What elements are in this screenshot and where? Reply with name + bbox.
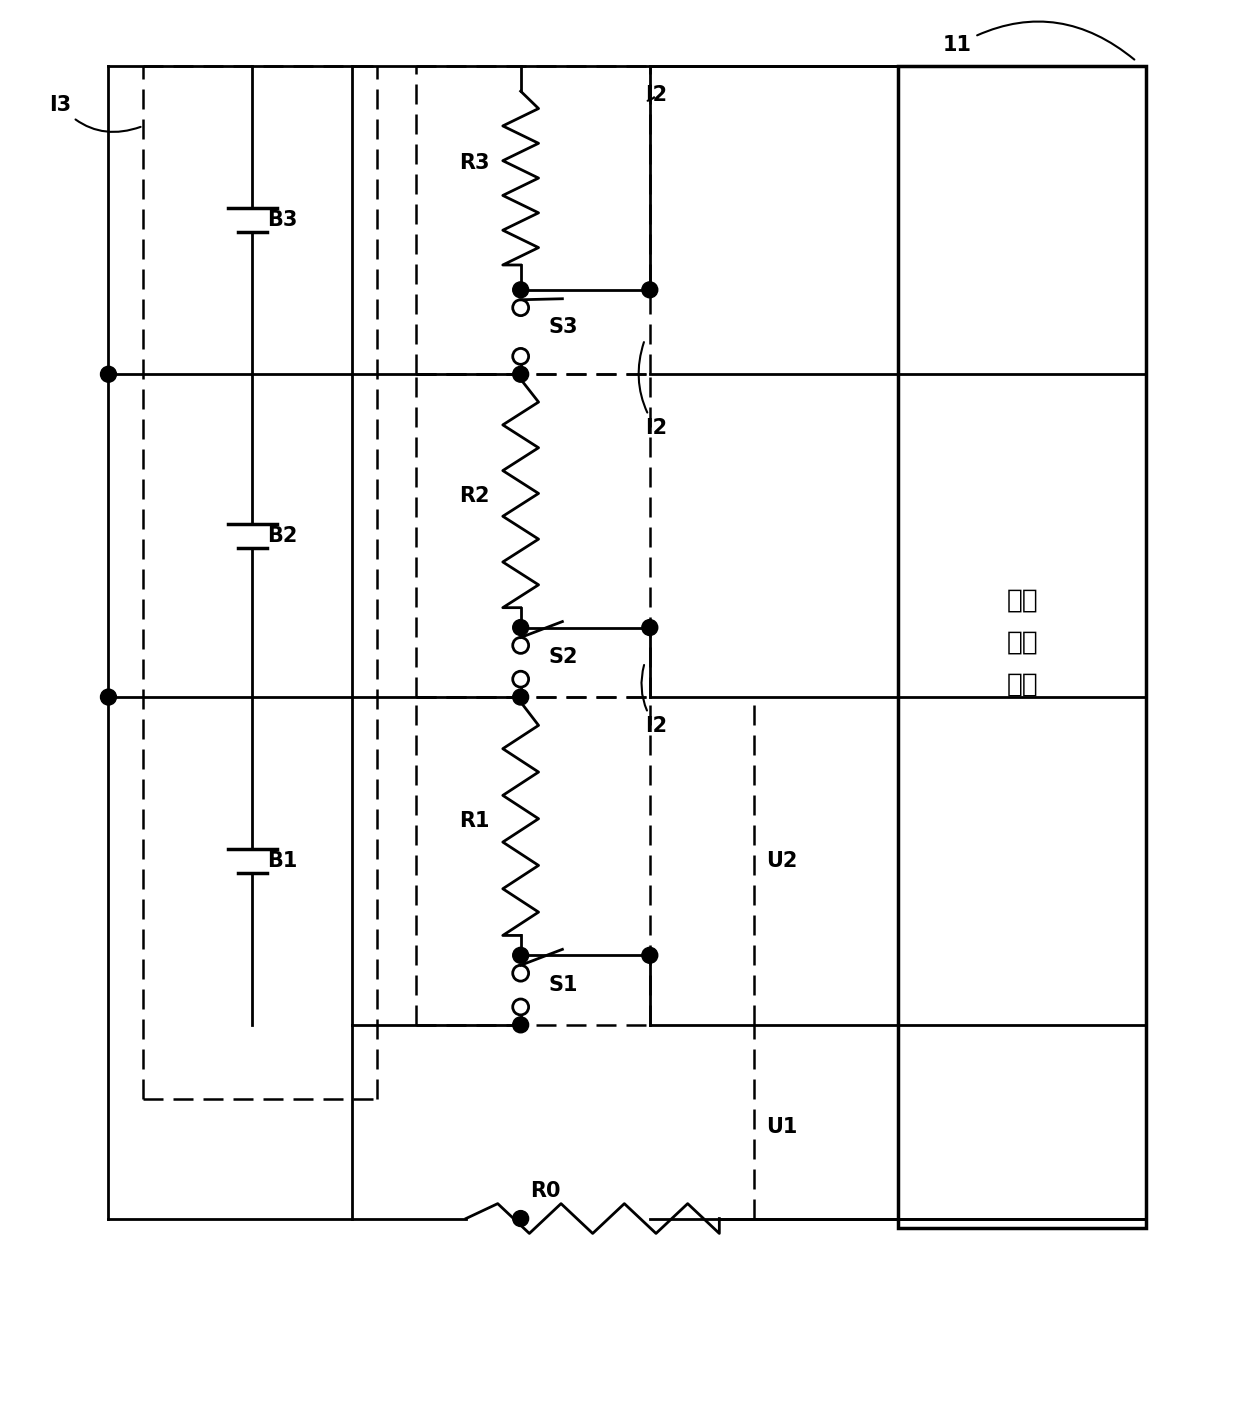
Text: I2: I2: [639, 342, 667, 438]
Text: I2: I2: [641, 665, 667, 736]
Circle shape: [642, 282, 657, 298]
Text: S1: S1: [548, 976, 578, 995]
Circle shape: [100, 689, 117, 705]
Text: U2: U2: [766, 851, 797, 871]
Circle shape: [512, 366, 528, 383]
Text: U1: U1: [766, 1117, 797, 1137]
Circle shape: [512, 282, 528, 298]
Circle shape: [642, 947, 657, 963]
Text: B3: B3: [268, 210, 298, 230]
Circle shape: [642, 620, 657, 635]
Text: B2: B2: [268, 525, 298, 545]
Text: R2: R2: [459, 486, 490, 505]
Circle shape: [512, 689, 528, 705]
Text: I2: I2: [645, 85, 667, 104]
Circle shape: [512, 620, 528, 635]
Text: R3: R3: [459, 152, 490, 174]
Circle shape: [512, 1210, 528, 1227]
Text: R1: R1: [459, 812, 490, 832]
Circle shape: [512, 947, 528, 963]
Text: 11: 11: [942, 21, 1135, 59]
Circle shape: [100, 366, 117, 383]
Text: 采集
控制
电路: 采集 控制 电路: [1007, 587, 1038, 698]
Text: B1: B1: [268, 851, 298, 871]
Text: S2: S2: [548, 647, 578, 668]
Text: I3: I3: [48, 95, 140, 131]
Text: R0: R0: [531, 1180, 560, 1200]
Text: S3: S3: [548, 318, 578, 337]
Circle shape: [512, 1017, 528, 1032]
